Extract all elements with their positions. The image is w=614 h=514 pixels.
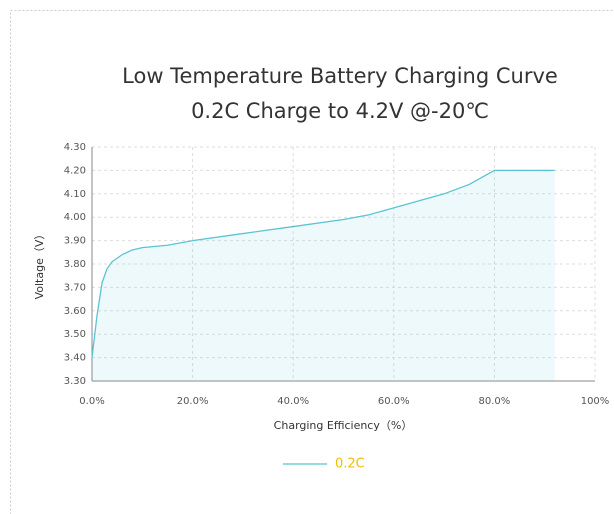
- y-tick-label: 3.80: [64, 259, 86, 270]
- x-tick-label: 60.0%: [378, 396, 410, 407]
- frame: [10, 10, 614, 514]
- y-tick-label: 4.20: [64, 165, 86, 176]
- line: [91, 169, 555, 358]
- y-tick-label: 4.30: [64, 142, 86, 153]
- y-tick-label: 3.90: [64, 236, 86, 247]
- y-tick-label: 3.40: [64, 353, 86, 364]
- y-tick-label: 3.30: [64, 376, 86, 387]
- y-axis-label: Voltage（V）: [33, 229, 46, 300]
- y-tick-label: 3.50: [64, 329, 86, 340]
- y-tick-label: 3.60: [64, 306, 86, 317]
- x-tick-label: 0.0%: [79, 396, 104, 407]
- y-tick-label: 3.70: [64, 282, 86, 293]
- y-tick-label: 4.00: [64, 212, 86, 223]
- y-tick-label: 4.10: [64, 189, 86, 200]
- x-tick-label: 100%: [581, 396, 610, 407]
- chart-title: 0.2C Charge to 4.2V @-20℃: [191, 99, 489, 123]
- legend-label: 0.2C: [335, 457, 365, 472]
- area: [92, 170, 555, 381]
- chart-title: Low Temperature Battery Charging Curve: [122, 64, 558, 88]
- x-axis-label: Charging Efficiency（%）: [274, 419, 413, 432]
- x-tick-label: 80.0%: [479, 396, 511, 407]
- x-tick-label: 40.0%: [277, 396, 309, 407]
- x-tick-label: 20.0%: [177, 396, 209, 407]
